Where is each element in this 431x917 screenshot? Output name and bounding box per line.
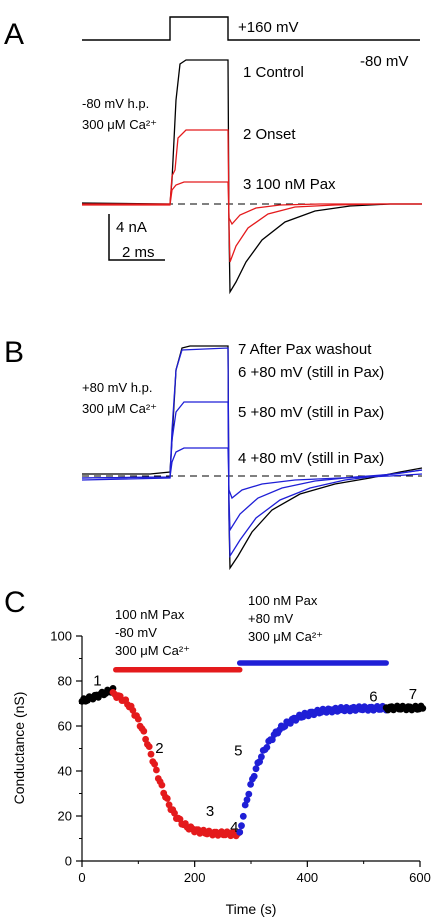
- panel-c-bar2-line1: 100 nM Pax: [248, 593, 318, 608]
- data-point: [252, 765, 260, 773]
- x-tick-label: 600: [409, 870, 431, 885]
- data-point: [140, 727, 148, 735]
- x-axis-title: Time (s): [226, 901, 277, 917]
- point-label-6: 6: [369, 688, 377, 705]
- data-point: [239, 812, 247, 820]
- data-point: [268, 736, 276, 744]
- data-point: [151, 760, 159, 768]
- x-tick-label: 0: [78, 870, 85, 885]
- data-point: [129, 707, 137, 714]
- panel-c-bar1-line2: -80 mV: [115, 625, 157, 640]
- panel-c-letter: C: [4, 586, 26, 619]
- panel-c: C 100 nM Pax -80 mV 300 μM Ca²⁺ 100 nM P…: [4, 586, 431, 917]
- data-point: [171, 809, 178, 817]
- panel-a-letter: A: [4, 18, 24, 51]
- panel-b-letter: B: [4, 336, 24, 369]
- y-tick-label: 40: [58, 764, 72, 779]
- data-point: [163, 795, 171, 802]
- point-label-7: 7: [409, 686, 417, 703]
- data-point: [243, 796, 251, 804]
- panel-a-scale-bar: [108, 214, 165, 261]
- panel-c-plot: 0 20 40 60 80 100 0 200 400 600 1 2 34 5 6 7: [50, 629, 431, 886]
- x-tick-label: 200: [184, 870, 206, 885]
- panel-c-bar2-line3: 300 μM Ca²⁺: [248, 629, 323, 644]
- data-point: [142, 735, 150, 743]
- data-point: [158, 781, 166, 789]
- y-tick-label: 100: [50, 629, 72, 644]
- data-point: [238, 822, 245, 830]
- panel-b-label-6: 6 +80 mV (still in Pax): [238, 364, 384, 381]
- panel-a-label-pax: 3 100 nM Pax: [243, 176, 336, 193]
- panel-a-trace-onset: [82, 129, 422, 263]
- panel-b-label-5: 5 +80 mV (still in Pax): [238, 404, 384, 421]
- panel-c-bar1-line3: 300 μM Ca²⁺: [115, 643, 190, 658]
- panel-a-trace-control: [81, 59, 422, 295]
- panel-c-bar2-line2: +80 mV: [248, 611, 293, 626]
- panel-a-condition-1: -80 mV h.p.: [82, 96, 149, 111]
- panel-a-label-onset: 2 Onset: [243, 126, 296, 143]
- panel-a-hold-label: -80 mV: [360, 53, 408, 70]
- data-point: [245, 790, 253, 798]
- y-tick-label: 20: [58, 809, 72, 824]
- panel-b-label-7: 7 After Pax washout: [238, 341, 372, 358]
- panel-a-scale-y: 4 nA: [116, 219, 147, 236]
- point-label-3: 3: [206, 803, 214, 820]
- panel-b-trace-4: [81, 447, 423, 500]
- data-point: [241, 801, 249, 809]
- data-point: [236, 828, 244, 836]
- panel-b-condition-1: +80 mV h.p.: [82, 380, 152, 395]
- data-point: [147, 750, 155, 758]
- panel-a-label-control: 1 Control: [243, 64, 304, 81]
- panel-a-condition-2: 300 μM Ca²⁺: [82, 117, 157, 132]
- y-axis-title: Conductance (nS): [11, 692, 27, 805]
- data-point: [263, 744, 271, 751]
- point-label-2: 2: [155, 740, 163, 757]
- panel-a-voltage-protocol: [82, 16, 420, 41]
- panel-a: A +160 mV -80 mV -80 mV h.p. 300 μM Ca²⁺…: [4, 16, 422, 295]
- panel-b-condition-2: 300 μM Ca²⁺: [82, 401, 157, 416]
- data-point: [247, 781, 255, 788]
- panel-c-bar1-line1: 100 nM Pax: [115, 607, 185, 622]
- point-label-5: 5: [234, 742, 242, 759]
- panel-a-scale-x: 2 ms: [122, 244, 155, 261]
- y-tick-label: 60: [58, 719, 72, 734]
- panel-b: B +80 mV h.p. 300 μM Ca²⁺ 7 After Pax wa…: [4, 336, 423, 571]
- point-label-1: 1: [93, 673, 101, 690]
- data-point: [134, 715, 142, 723]
- panel-b-trace-6: [81, 347, 423, 559]
- data-point: [250, 772, 258, 780]
- point-label-4: 4: [230, 819, 238, 836]
- panel-b-label-4: 4 +80 mV (still in Pax): [238, 450, 384, 467]
- y-tick-label: 0: [65, 854, 72, 869]
- y-tick-label: 80: [58, 674, 72, 689]
- x-tick-label: 400: [296, 870, 318, 885]
- panel-a-step-label: +160 mV: [238, 19, 298, 36]
- panel-a-trace-pax: [82, 181, 422, 226]
- data-point: [153, 766, 160, 774]
- data-point: [258, 753, 265, 761]
- data-point: [145, 743, 153, 750]
- data-point: [419, 704, 427, 712]
